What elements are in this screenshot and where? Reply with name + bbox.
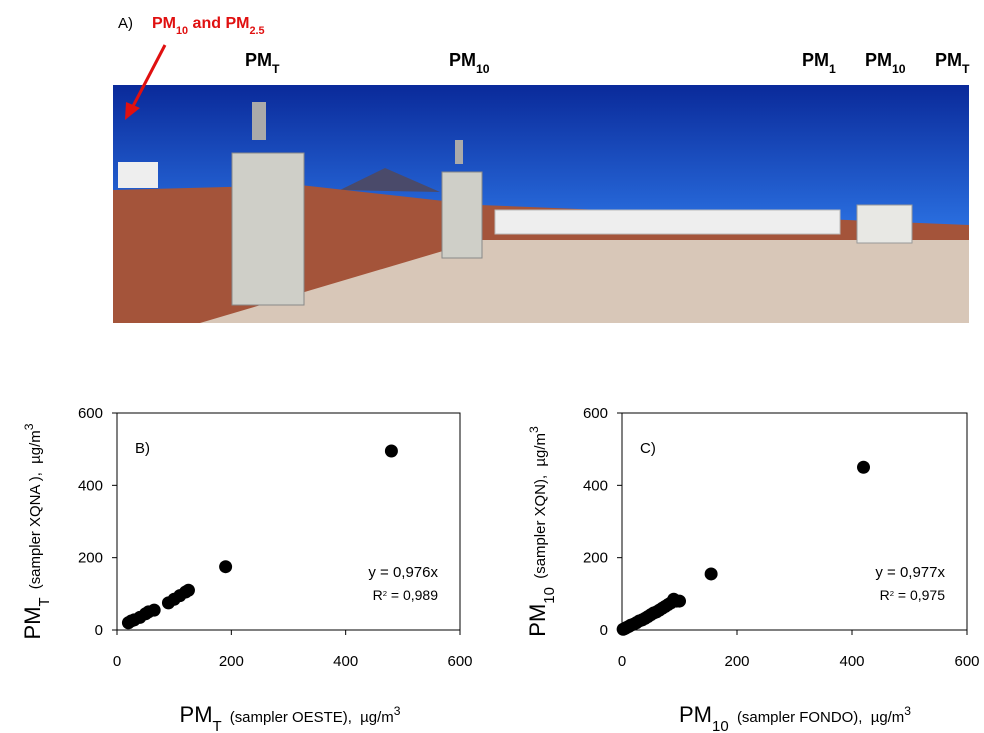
label-part: PM (802, 50, 829, 70)
panel-label: B) (135, 440, 150, 457)
y-tick-label: 200 (78, 550, 103, 567)
label-part: PM (525, 604, 550, 637)
label: PMT (sampler OESTE), µg/m3 (180, 702, 401, 733)
sampler-box (231, 152, 305, 306)
label-part: PM (245, 50, 272, 70)
sampler-box (441, 171, 483, 259)
label-part: R (373, 587, 383, 603)
label-part: 3 (394, 704, 401, 718)
label-part: PM (679, 702, 712, 727)
label: PMT (935, 50, 970, 76)
label-part: PM (20, 606, 45, 639)
sampler-head (252, 102, 266, 140)
label: PM10 (449, 50, 490, 76)
label: PM10 and PM2.5 (152, 15, 265, 37)
arrow (128, 44, 167, 113)
label-part: R (880, 587, 890, 603)
label: PM10 (865, 50, 906, 76)
label-part: (sampler XQNA ), µg/m (27, 430, 44, 597)
label-part: 10 (476, 62, 490, 76)
label: PM10 (sampler XQN), µg/m3 (525, 426, 558, 637)
y-tick-label: 400 (78, 477, 103, 494)
label-part: 1 (829, 62, 836, 76)
label-part: PM (865, 50, 892, 70)
point (181, 583, 195, 597)
label-part: T (213, 718, 222, 733)
label-part: T (272, 62, 280, 76)
panel-label: A) (118, 15, 133, 32)
label: PMT (245, 50, 280, 76)
label-part: 10 (541, 587, 558, 604)
equation: y = 0,976x (368, 564, 438, 581)
point (384, 444, 398, 458)
plot-frame (621, 412, 968, 631)
y-tick-label: 600 (583, 405, 608, 422)
house (118, 162, 158, 188)
label-part: PM (935, 50, 962, 70)
point (147, 603, 161, 617)
label-part: PM (180, 702, 213, 727)
photo (113, 44, 969, 323)
mountain (340, 168, 440, 192)
label-part: 3 (904, 704, 911, 718)
point (857, 460, 870, 474)
x-tick-label: 600 (447, 653, 472, 670)
x-tick-label: 200 (219, 653, 244, 670)
label-part: 10 (892, 62, 906, 76)
y-tick-label: 200 (583, 550, 608, 567)
y-tick-label: 400 (583, 477, 608, 494)
sampler-head (455, 140, 463, 164)
label-part: 10 (712, 718, 729, 733)
label-part: and PM (188, 15, 249, 32)
label-part: = 0,989 (387, 587, 438, 603)
label: R2 = 0,975 (880, 587, 946, 603)
label-part: 3 (22, 423, 36, 430)
label: PMT (sampler XQNA ), µg/m3 (20, 423, 53, 639)
x-tick-label: 400 (839, 653, 864, 670)
label-part: = 0,975 (894, 587, 945, 603)
equation: y = 0,977x (875, 564, 945, 581)
plot-frame (116, 412, 461, 631)
label-part: PM (152, 15, 176, 32)
x-tick-label: 0 (618, 653, 626, 670)
y-tick-label: 600 (78, 405, 103, 422)
x-tick-label: 400 (333, 653, 358, 670)
label-part: 2.5 (249, 25, 264, 37)
panel-label: C) (640, 440, 656, 457)
label-part: 10 (176, 25, 188, 37)
sampler-box (856, 204, 913, 244)
label-part: (sampler FONDO), µg/m (729, 709, 905, 726)
arrow-head (125, 102, 140, 120)
label-part: T (962, 62, 970, 76)
platform (200, 240, 969, 323)
x-tick-label: 0 (113, 653, 121, 670)
label: R2 = 0,989 (373, 587, 439, 603)
label-part: (sampler XQN), µg/m (532, 433, 549, 587)
label-part: (sampler OESTE), µg/m (221, 709, 393, 726)
label-part: T (36, 597, 53, 606)
label-part: 2 (383, 589, 387, 598)
point (219, 560, 233, 574)
label: PM10 (sampler FONDO), µg/m3 (679, 702, 911, 733)
y-tick-label: 0 (600, 622, 608, 639)
x-tick-label: 600 (954, 653, 979, 670)
y-tick-label: 0 (95, 622, 103, 639)
label-part: 3 (527, 426, 541, 433)
label-part: PM (449, 50, 476, 70)
fence (494, 209, 841, 235)
point (673, 594, 686, 608)
label-part: 2 (890, 589, 894, 598)
label: PM1 (802, 50, 836, 76)
point (704, 567, 718, 581)
x-tick-label: 200 (724, 653, 749, 670)
